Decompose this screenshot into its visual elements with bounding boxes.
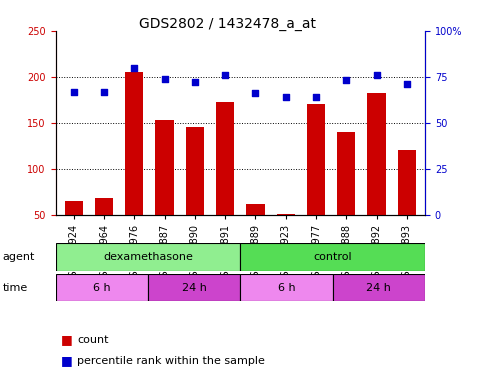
Text: ■: ■ bbox=[60, 333, 72, 346]
Text: GDS2802 / 1432478_a_at: GDS2802 / 1432478_a_at bbox=[139, 17, 315, 31]
Text: time: time bbox=[2, 283, 28, 293]
Text: 6 h: 6 h bbox=[278, 283, 295, 293]
Bar bbox=[125, 72, 143, 261]
Point bbox=[161, 76, 169, 82]
Bar bbox=[398, 150, 416, 261]
Text: 24 h: 24 h bbox=[367, 283, 391, 293]
Bar bbox=[241, 243, 425, 271]
Bar bbox=[65, 201, 83, 261]
Text: ■: ■ bbox=[60, 354, 72, 367]
Bar bbox=[56, 274, 148, 301]
Text: control: control bbox=[313, 252, 352, 262]
Bar bbox=[241, 274, 333, 301]
Text: agent: agent bbox=[2, 252, 35, 262]
Bar bbox=[56, 243, 241, 271]
Point bbox=[282, 94, 290, 100]
Bar bbox=[337, 132, 355, 261]
Point bbox=[221, 72, 229, 78]
Bar bbox=[148, 274, 241, 301]
Point bbox=[70, 88, 78, 94]
Bar bbox=[95, 199, 113, 261]
Text: count: count bbox=[77, 335, 109, 345]
Bar bbox=[368, 93, 385, 261]
Point bbox=[100, 88, 108, 94]
Text: dexamethasone: dexamethasone bbox=[103, 252, 193, 262]
Bar bbox=[307, 104, 325, 261]
Point bbox=[130, 65, 138, 71]
Bar bbox=[277, 214, 295, 261]
Text: 24 h: 24 h bbox=[182, 283, 207, 293]
Point bbox=[373, 72, 381, 78]
Bar bbox=[216, 102, 234, 261]
Point bbox=[312, 94, 320, 100]
Point bbox=[342, 78, 350, 84]
Bar bbox=[333, 274, 425, 301]
Bar bbox=[156, 120, 174, 261]
Point bbox=[191, 79, 199, 85]
Bar bbox=[186, 127, 204, 261]
Point bbox=[252, 90, 259, 96]
Bar bbox=[246, 204, 265, 261]
Point bbox=[403, 81, 411, 87]
Text: 6 h: 6 h bbox=[93, 283, 111, 293]
Text: percentile rank within the sample: percentile rank within the sample bbox=[77, 356, 265, 366]
